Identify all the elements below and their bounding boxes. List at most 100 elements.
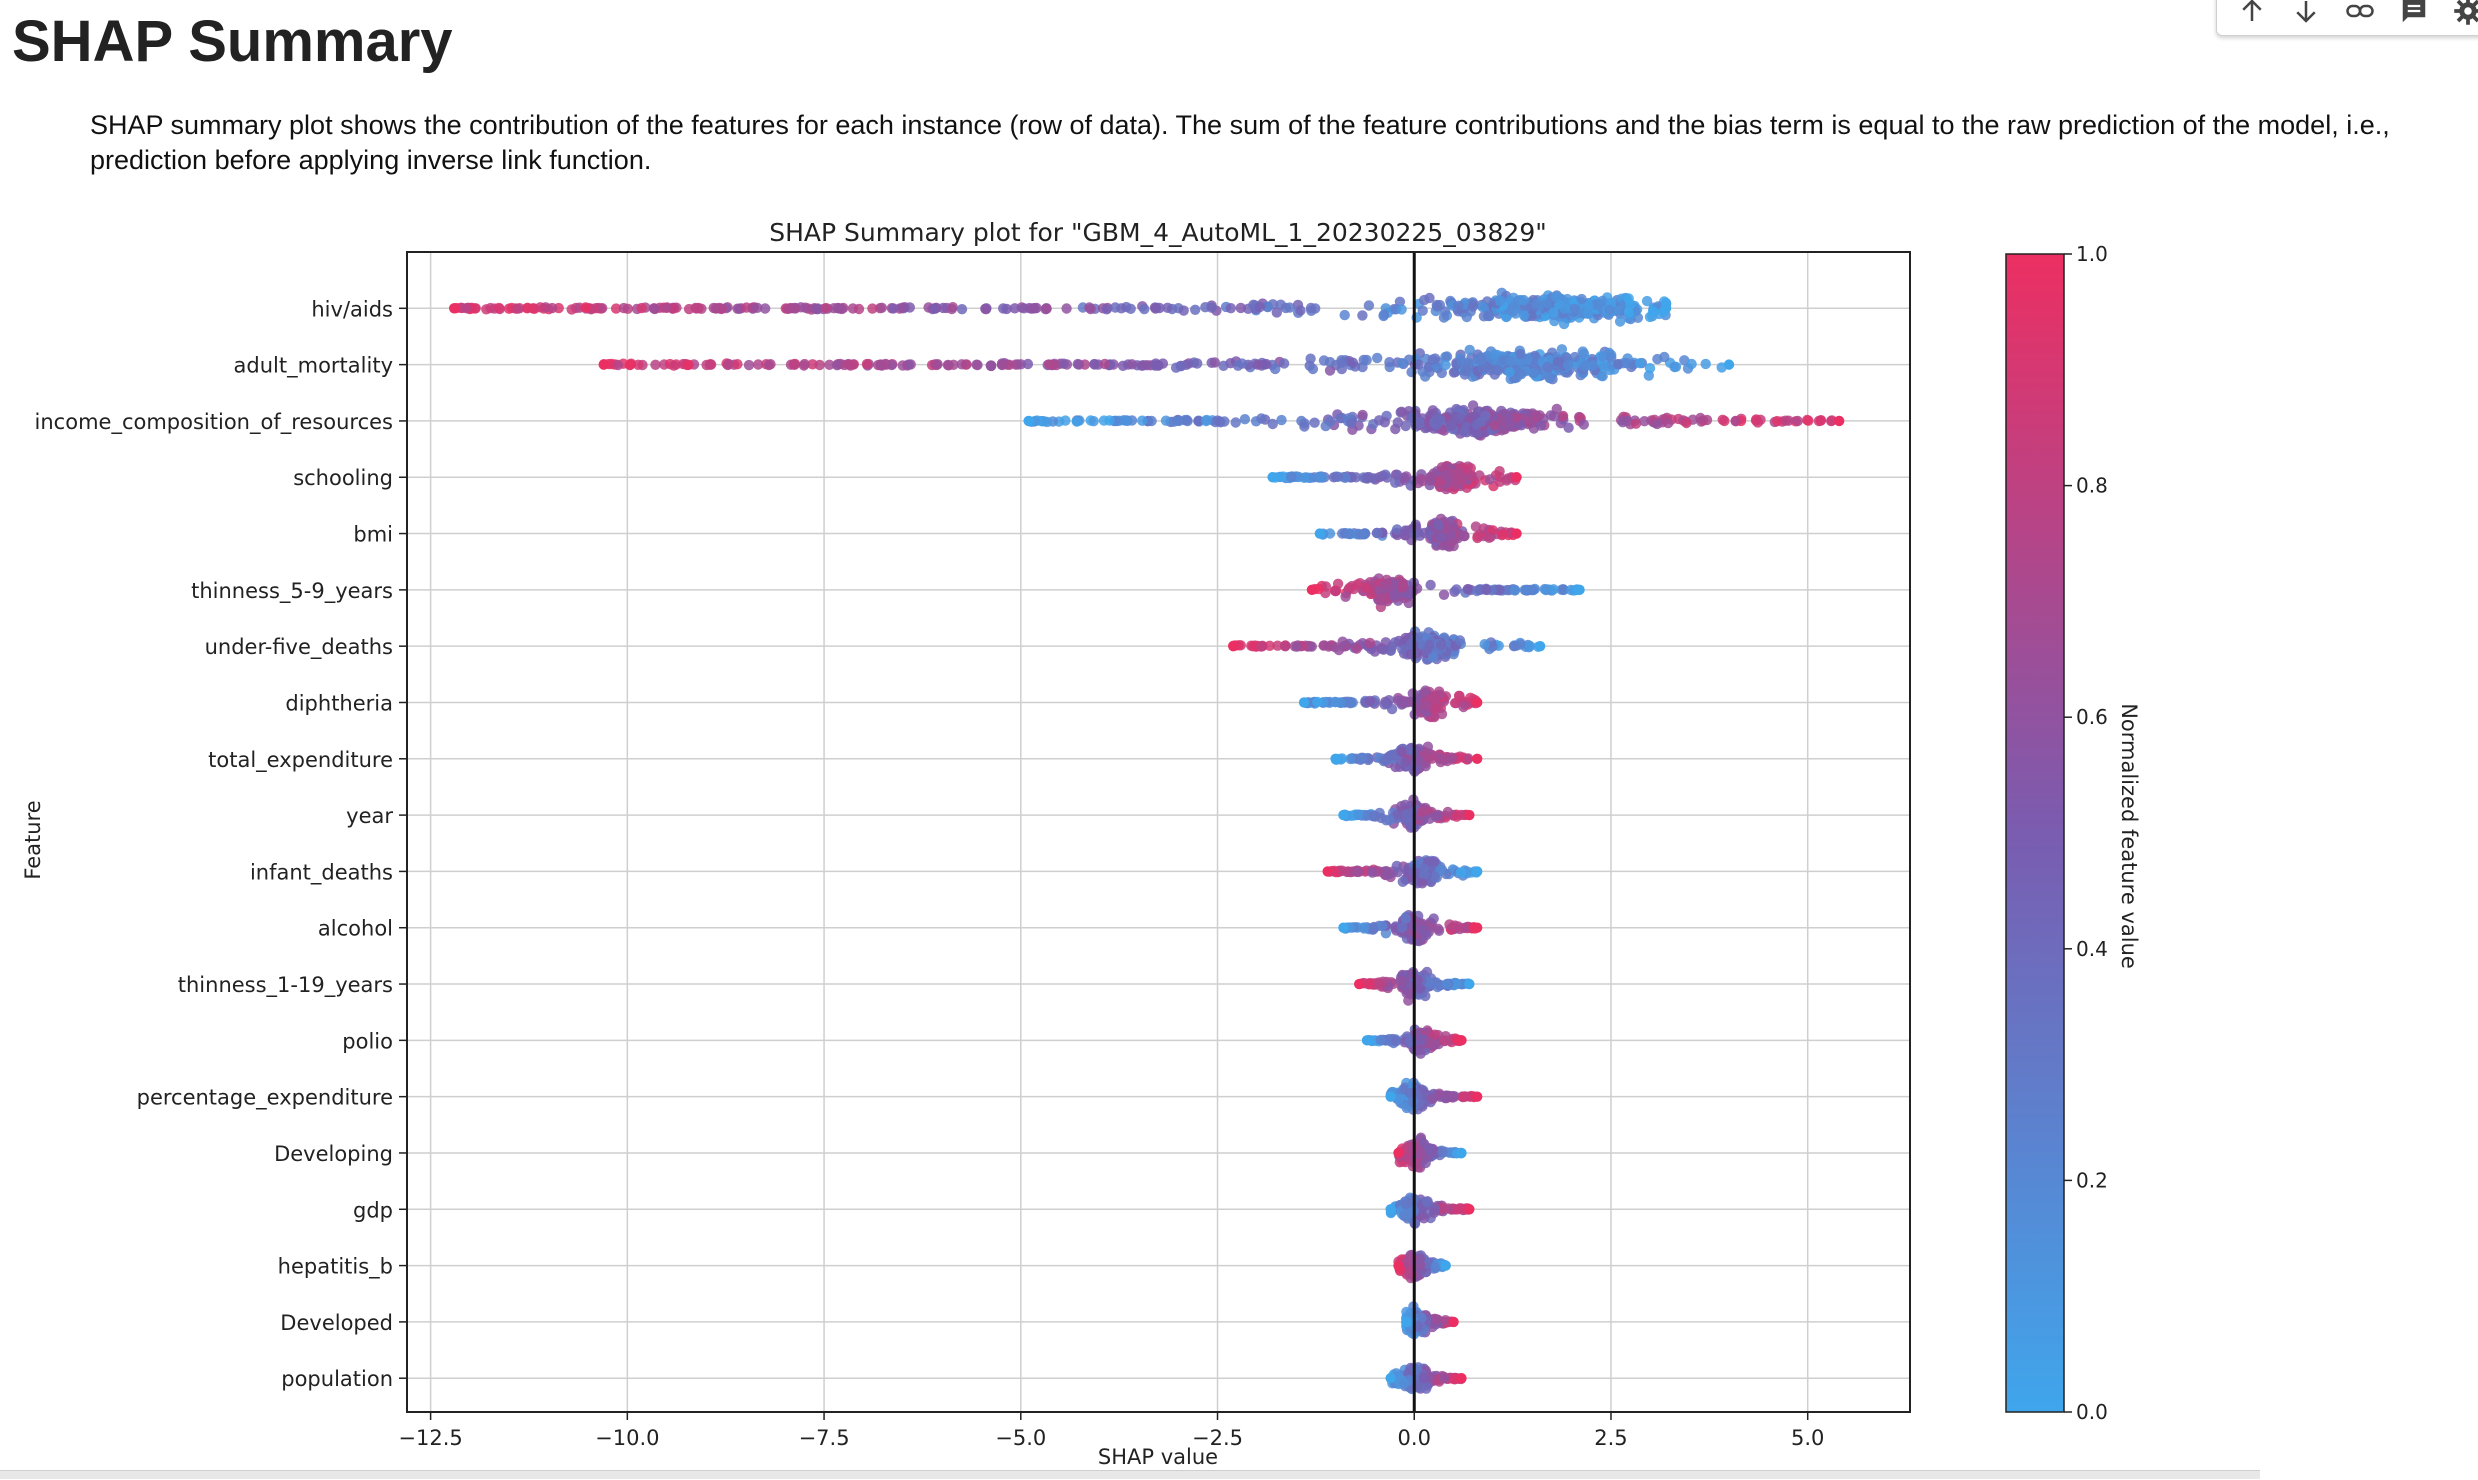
shap-point [1429, 871, 1441, 883]
shap-point [512, 303, 523, 314]
shap-point [1367, 867, 1378, 878]
feature-label: alcohol [318, 917, 393, 941]
move-down-button[interactable] [2279, 0, 2333, 33]
copy-link-button[interactable] [2333, 0, 2387, 33]
shap-point [948, 359, 959, 370]
comment-button[interactable] [2387, 0, 2441, 33]
shap-point [1574, 584, 1585, 596]
shap-point [1772, 415, 1783, 427]
shap-point [1563, 360, 1574, 371]
shap-point [1009, 303, 1020, 314]
shap-point [1404, 1087, 1416, 1099]
feature-points-population [1385, 1362, 1467, 1395]
shap-point [1419, 294, 1430, 306]
shap-points [449, 252, 1845, 1412]
shap-point [1670, 361, 1682, 372]
shap-point [1420, 685, 1431, 696]
shap-point [597, 303, 608, 314]
shap-point [1403, 995, 1414, 1006]
horizontal-scrollbar[interactable] [0, 1470, 2260, 1479]
shap-point [1385, 1204, 1396, 1215]
shap-point [1557, 584, 1569, 595]
shap-point [1456, 1373, 1467, 1384]
colorbar [2005, 253, 2065, 1413]
shap-point [1578, 419, 1590, 430]
shap-point [1399, 1209, 1410, 1220]
shap-point [1232, 360, 1244, 371]
settings-button[interactable] [2441, 0, 2478, 33]
shap-point [1018, 303, 1030, 314]
shap-point [1432, 923, 1444, 934]
shap-point [1324, 528, 1336, 539]
shap-point [1617, 417, 1629, 428]
shap-point [1275, 299, 1287, 310]
shap-point [1360, 582, 1371, 593]
shap-point [1548, 411, 1560, 422]
shap-point [1356, 753, 1368, 764]
shap-point [1634, 358, 1646, 369]
shap-point [1418, 1372, 1430, 1384]
shap-point [1481, 584, 1492, 596]
move-up-button[interactable] [2225, 0, 2279, 33]
shap-point [1623, 293, 1634, 304]
shap-point [880, 358, 891, 370]
shap-point [1324, 356, 1336, 368]
shap-point [1389, 590, 1400, 601]
shap-point [789, 359, 800, 370]
shap-point [1401, 1316, 1412, 1328]
shap-point [1429, 1029, 1441, 1040]
shap-point [888, 303, 899, 314]
shap-point [1022, 358, 1034, 370]
shap-point [625, 359, 636, 370]
shap-point [1262, 301, 1273, 312]
shap-point [1518, 294, 1529, 306]
shap-point [1559, 303, 1571, 314]
shap-point [547, 302, 558, 314]
shap-point [853, 303, 865, 315]
feature-label: population [281, 1367, 393, 1391]
shap-point [1471, 697, 1483, 708]
shap-point [1307, 363, 1319, 375]
page-title: SHAP Summary [12, 9, 453, 74]
shap-point [1271, 307, 1283, 318]
shap-point [1267, 472, 1278, 483]
shap-point [1644, 363, 1656, 374]
shap-point [1344, 528, 1355, 540]
colorbar-tick-label: 0.6 [2076, 705, 2108, 729]
shap-point [1489, 420, 1501, 431]
shap-point [1431, 702, 1443, 713]
link-icon [2346, 4, 2374, 18]
shap-point [1435, 640, 1447, 651]
shap-point [1542, 361, 1553, 373]
shap-point [1338, 809, 1349, 821]
shap-point [1639, 416, 1650, 427]
shap-point [1557, 410, 1569, 422]
shap-point [1384, 814, 1395, 826]
shap-point [566, 304, 577, 315]
shap-point [1396, 801, 1407, 812]
shap-point [1381, 866, 1393, 877]
shap-point [896, 302, 908, 313]
shap-point [812, 303, 823, 314]
shap-point [1454, 690, 1465, 702]
shap-point [1284, 302, 1295, 313]
shap-point [1378, 644, 1389, 655]
shap-point [580, 302, 591, 313]
shap-point [1333, 644, 1345, 656]
feature-points-schooling [1267, 460, 1522, 495]
shap-point [1201, 415, 1212, 427]
shap-point [1339, 309, 1350, 321]
shap-point [1375, 1034, 1386, 1046]
shap-point [1368, 921, 1380, 933]
x-axis-ticks: −12.5 −10.0 −7.5 −5.0 −2.5 0.0 2.5 5.0 [398, 1412, 1824, 1450]
shap-point [1041, 303, 1052, 314]
shap-point [1335, 413, 1346, 424]
shap-point [1291, 641, 1303, 652]
shap-point [1420, 761, 1431, 772]
shap-point [1524, 640, 1536, 652]
shap-point [1146, 415, 1157, 427]
shap-point [1556, 344, 1568, 355]
feature-label: percentage_expenditure [137, 1086, 393, 1111]
shap-point [1361, 354, 1372, 366]
shap-point [1396, 304, 1407, 315]
